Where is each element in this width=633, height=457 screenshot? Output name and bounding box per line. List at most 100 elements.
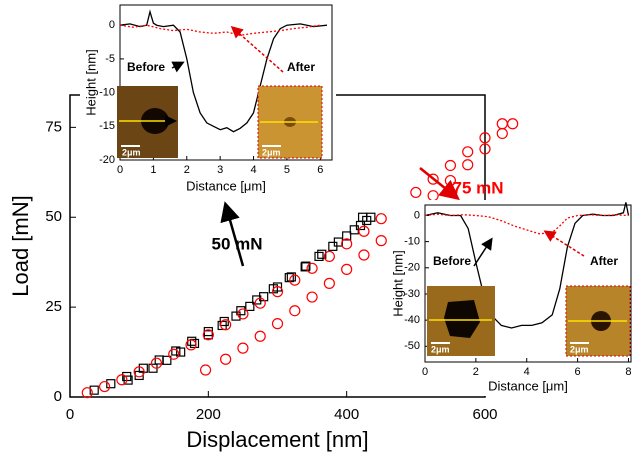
x-tick-label: 600	[472, 406, 497, 423]
annotation: Before	[127, 60, 165, 74]
marker	[301, 261, 311, 271]
x-tick-label: 0	[66, 406, 74, 423]
annotation: 75 mN	[452, 178, 503, 197]
x-tick-label: 5	[284, 164, 290, 176]
x-tick-label: 4	[524, 366, 530, 378]
marker	[203, 330, 213, 340]
scale-bar-label: 2μm	[570, 344, 589, 354]
marker	[272, 282, 283, 292]
marker	[81, 387, 93, 399]
y-tick-label: -40	[404, 314, 420, 326]
marker	[237, 308, 249, 320]
marker	[162, 355, 172, 365]
marker	[317, 249, 327, 259]
marker	[252, 295, 262, 305]
x-axis-title: Displacement [nm]	[186, 427, 368, 452]
afm-images: 2μm 2μm 2μm 2μm	[117, 26, 631, 357]
y-tick-label: -10	[99, 87, 115, 99]
marker	[358, 225, 370, 237]
profile-line	[119, 24, 321, 36]
marker	[176, 347, 186, 357]
x-tick-label: 200	[196, 406, 221, 423]
plot-frame	[119, 4, 333, 161]
y-tick-label: -20	[99, 154, 115, 166]
marker	[171, 346, 181, 356]
marker	[306, 291, 318, 303]
marker	[314, 251, 324, 262]
x-tick-label: 400	[334, 406, 359, 423]
y-tick-label: 0	[414, 209, 420, 221]
marker	[462, 146, 474, 158]
profile-line	[424, 213, 629, 235]
y-tick-label: 75	[45, 118, 62, 135]
marker	[323, 250, 335, 263]
arrow	[543, 230, 585, 257]
y-tick-label: 25	[45, 298, 62, 315]
marker	[203, 326, 213, 337]
marker	[355, 220, 366, 231]
marker	[479, 132, 491, 144]
marker	[254, 330, 266, 342]
y-axis-title: Height [nm]	[390, 250, 405, 316]
x-tick-label: 2	[184, 164, 190, 176]
marker	[507, 118, 519, 130]
marker	[199, 364, 212, 376]
marker	[427, 190, 439, 202]
marker	[289, 274, 301, 286]
marker	[116, 374, 128, 386]
marker	[358, 249, 370, 261]
marker	[375, 235, 387, 247]
marker	[150, 357, 163, 369]
marker	[306, 262, 318, 274]
marker	[375, 213, 387, 225]
x-tick-label: 4	[250, 164, 256, 176]
x-axis-title: Distance [μm]	[186, 178, 266, 193]
y-tick-label: -10	[404, 236, 420, 248]
x-tick-label: 3	[217, 164, 223, 176]
marker	[185, 339, 197, 351]
marker	[168, 348, 180, 360]
y-tick-label: 0	[54, 388, 62, 405]
annotation: Before	[433, 254, 471, 268]
y-tick-label: 0	[109, 19, 115, 31]
scale-bar-label: 2μm	[431, 344, 450, 354]
marker	[231, 311, 241, 321]
marker	[366, 212, 376, 222]
scale-bar-label: 2μm	[122, 147, 141, 157]
marker	[271, 286, 284, 298]
y-axis-title: Height [nm]	[83, 49, 98, 115]
marker	[479, 143, 491, 155]
marker	[271, 318, 284, 330]
plot-frame	[424, 204, 632, 363]
x-tick-label: 2	[473, 366, 479, 378]
arrow	[171, 61, 185, 73]
marker	[236, 306, 246, 316]
profile-line	[119, 9, 328, 133]
marker	[254, 297, 266, 309]
y-tick-label: -50	[404, 340, 420, 352]
y-tick-label: 50	[45, 208, 62, 225]
marker	[106, 379, 116, 389]
x-tick-label: 8	[625, 366, 631, 378]
y-tick-label: -5	[105, 53, 115, 65]
x-tick-label: 6	[317, 164, 323, 176]
marker	[286, 272, 296, 282]
marker	[133, 366, 145, 378]
marker	[496, 118, 508, 130]
marker	[410, 186, 422, 199]
marker	[328, 241, 338, 251]
x-tick-label: 1	[150, 164, 156, 176]
x-tick-label: 0	[422, 366, 428, 378]
marker	[220, 319, 232, 331]
marker	[444, 159, 457, 172]
arrow	[473, 237, 493, 267]
marker	[220, 353, 232, 365]
marker	[202, 329, 214, 341]
marker	[284, 273, 294, 283]
marker	[341, 238, 353, 250]
marker	[462, 159, 474, 171]
marker	[289, 305, 301, 317]
y-tick-label: -20	[404, 262, 420, 274]
